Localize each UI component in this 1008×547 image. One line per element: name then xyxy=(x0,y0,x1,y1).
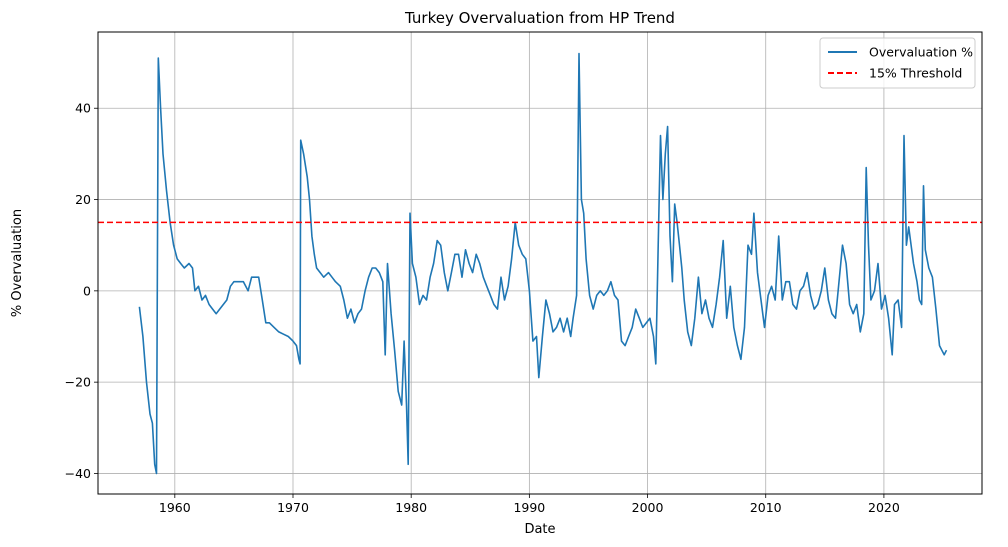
plot-frame xyxy=(97,31,983,495)
y-axis-label: % Overvaluation xyxy=(10,209,25,317)
legend-box xyxy=(819,37,976,89)
y-tick-label: −40 xyxy=(65,466,91,481)
x-tick-label: 1970 xyxy=(277,500,309,515)
x-tick-label: 2010 xyxy=(750,500,782,515)
grid xyxy=(98,32,982,494)
series-line-overvaluation xyxy=(138,52,948,475)
y-tick-label: 40 xyxy=(75,101,91,116)
y-tick-label: 20 xyxy=(75,192,91,207)
x-tick-label: 1960 xyxy=(159,500,191,515)
x-tick-label: 2020 xyxy=(868,500,900,515)
x-axis: 1960 1970 1980 1990 2000 2010 2020 xyxy=(159,494,900,515)
chart-title: Turkey Overvaluation from HP Trend xyxy=(404,9,675,27)
x-tick-label: 1980 xyxy=(395,500,427,515)
y-axis: −40 −20 0 20 40 xyxy=(65,101,98,481)
plot-area xyxy=(98,52,982,475)
y-tick-label: −20 xyxy=(65,375,91,390)
x-axis-label: Date xyxy=(524,522,555,537)
legend: Overvaluation % 15% Threshold xyxy=(819,37,976,89)
legend-label-overvaluation: Overvaluation % xyxy=(869,45,973,60)
legend-label-threshold: 15% Threshold xyxy=(869,66,962,81)
y-tick-label: 0 xyxy=(83,283,91,298)
x-tick-label: 2000 xyxy=(632,500,664,515)
x-tick-label: 1990 xyxy=(513,500,545,515)
